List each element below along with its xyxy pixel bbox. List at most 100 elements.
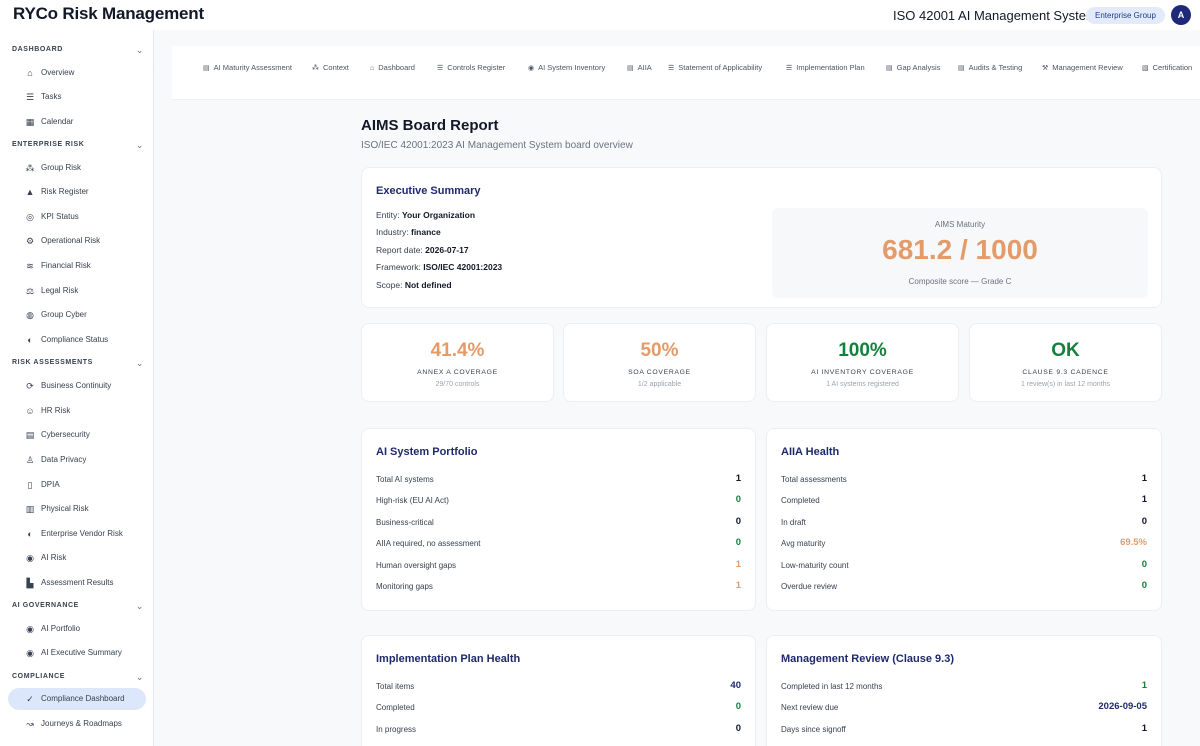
sidebar-item-legal-risk[interactable]: ⚖ Legal Risk <box>25 286 79 296</box>
sidebar-section-risk-assessments[interactable]: RISK ASSESSMENTS ⌄ <box>12 358 144 368</box>
review-row: Next review due 2026-09-05 <box>781 701 1147 712</box>
sidebar-section-compliance[interactable]: COMPLIANCE ⌄ <box>12 672 144 682</box>
sidebar-item-journeys-roadmaps[interactable]: ↝ Journeys & Roadmaps <box>8 713 146 735</box>
sidebar-section-ai-governance[interactable]: AI GOVERNANCE ⌄ <box>12 601 144 611</box>
module-tab-bar: ▤ AI Maturity Assessment ⁂ Context ⌂ Dashbo… <box>172 46 1200 100</box>
kpi-label: ANNEX A COVERAGE <box>417 369 498 376</box>
network-icon: ⁂ <box>25 163 35 173</box>
portfolio-row: High-risk (EU AI Act) 0 <box>376 494 741 505</box>
tab-context[interactable]: ⁂ Context <box>312 63 349 72</box>
home-icon: ⌂ <box>370 65 375 72</box>
tab-statement-of-applicability[interactable]: ☰ Statement of Applicability <box>668 63 763 72</box>
sidebar-item-risk-register[interactable]: ▲ Risk Register <box>25 187 89 197</box>
management-review-card: Management Review (Clause 9.3) Completed… <box>766 635 1162 746</box>
org-selector-badge[interactable]: Enterprise Group <box>1086 7 1165 24</box>
document-icon: ▯ <box>27 480 33 490</box>
chevron-down-icon: ⌄ <box>135 45 144 55</box>
system-title: ISO 42001 AI Management System <box>893 8 1097 23</box>
sidebar-item-financial-risk[interactable]: ≋ Financial Risk <box>8 255 146 277</box>
exec-framework: Framework: ISO/IEC 42001:2023 <box>376 262 503 272</box>
kpi-ai-inventory-coverage: 100% AI INVENTORY COVERAGE 1 AI systems … <box>766 323 959 402</box>
sidebar-item-tasks[interactable]: ☰ Tasks <box>25 92 62 102</box>
portfolio-row: Human oversight gaps 1 <box>376 559 741 570</box>
maturity-label: AIMS Maturity <box>934 220 986 229</box>
chart-icon: ▙ <box>26 578 34 588</box>
sidebar-item-enterprise-vendor-risk[interactable]: ◐ Enterprise Vendor Risk <box>8 523 146 545</box>
avatar[interactable]: A <box>1171 5 1191 25</box>
sidebar-item-kpi-status[interactable]: ◎ KPI Status <box>8 206 146 228</box>
kpi-sub: 1 AI systems registered <box>826 381 899 388</box>
card-title: AIIA Health <box>781 446 840 458</box>
exec-entity: Entity: Your Organization <box>376 210 476 220</box>
implementation-plan-health-card: Implementation Plan Health Total items 40… <box>361 635 756 746</box>
exec-scope: Scope: Not defined <box>376 280 452 290</box>
sidebar-item-ai-portfolio[interactable]: ◉ AI Portfolio <box>8 618 146 640</box>
sidebar-item-physical-risk[interactable]: ▥ Physical Risk <box>25 504 89 514</box>
people-icon: ☺ <box>25 406 35 416</box>
sidebar-item-overview[interactable]: ⌂ Overview <box>8 62 146 84</box>
sidebar: ‹ DASHBOARD⌄ ⌂Overview ☰Tasks ▦Calendar … <box>0 30 154 746</box>
sidebar-item-data-privacy[interactable]: ♙ Data Privacy <box>25 455 87 465</box>
warning-icon: ▲ <box>25 187 35 197</box>
kpi-value: OK <box>1051 340 1080 361</box>
sidebar-item-compliance-dashboard[interactable]: ✓ Compliance Dashboard <box>8 688 146 710</box>
tab-controls-register[interactable]: ☰ Controls Register <box>437 63 506 72</box>
review-row: Days since signoff 1 <box>781 723 1147 734</box>
coins-icon: ≋ <box>26 261 34 271</box>
sidebar-item-dpia[interactable]: ▯ DPIA <box>8 474 146 496</box>
sidebar-section-dashboard[interactable]: DASHBOARD ⌄ <box>12 45 144 55</box>
portfolio-icon: ◉ <box>26 624 34 634</box>
certificate-icon: ▧ <box>1142 65 1149 72</box>
tab-ai-maturity-assessment[interactable]: ▤ AI Maturity Assessment <box>203 63 292 72</box>
tab-audits-testing[interactable]: ▤ Audits & Testing <box>958 63 1023 72</box>
clipboard-icon: ▤ <box>886 65 893 72</box>
gavel-icon: ⚒ <box>1042 65 1049 72</box>
chevron-down-icon: ⌄ <box>135 672 144 682</box>
sidebar-item-cybersecurity[interactable]: ▤ Cybersecurity <box>25 430 90 440</box>
aiia-row: Total assessments 1 <box>781 473 1147 484</box>
sidebar-item-assessment-results[interactable]: ▙ Assessment Results <box>8 572 146 594</box>
tab-gap-analysis[interactable]: ▤ Gap Analysis <box>886 63 941 72</box>
kpi-sub: 1 review(s) in last 12 months <box>1020 381 1111 388</box>
sidebar-item-group-risk[interactable]: ⁂ Group Risk <box>25 163 82 173</box>
tab-dashboard[interactable]: ⌂ Dashboard <box>370 63 415 72</box>
aiia-row: Completed 1 <box>781 494 1147 505</box>
clipboard-icon: ▤ <box>627 65 634 72</box>
app-brand[interactable]: RYCo Risk Management <box>13 4 204 23</box>
sidebar-item-operational-risk[interactable]: ⚙ Operational Risk <box>25 236 101 246</box>
page-subtitle: ISO/IEC 42001:2023 AI Management System … <box>361 140 633 151</box>
sidebar-item-group-cyber[interactable]: ◍ Group Cyber <box>8 304 146 326</box>
aiia-health-card: AIIA Health Total assessments 1 Completed… <box>766 428 1162 611</box>
shield-icon: ◐ <box>27 529 33 539</box>
sidebar-item-calendar[interactable]: ▦ Calendar <box>25 117 74 127</box>
tab-ai-system-inventory[interactable]: ◉ AI System Inventory <box>528 63 606 72</box>
sidebar-section-enterprise-risk[interactable]: ENTERPRISE RISK ⌄ <box>12 140 144 150</box>
tab-implementation-plan[interactable]: ☰ Implementation Plan <box>786 63 865 72</box>
portfolio-row: AIIA required, no assessment 0 <box>376 537 741 548</box>
continuity-icon: ⟳ <box>26 381 34 391</box>
maturity-grade: Composite score — Grade C <box>908 277 1012 286</box>
exec-industry: Industry: finance <box>376 227 441 237</box>
sidebar-item-ai-executive-summary[interactable]: ◉ AI Executive Summary <box>8 642 146 664</box>
tab-certification[interactable]: ▧ Certification <box>1142 63 1193 72</box>
sidebar-item-ai-risk[interactable]: ◉ AI Risk <box>8 547 146 569</box>
target-icon: ◎ <box>26 212 34 222</box>
portfolio-row: Monitoring gaps 1 <box>376 580 741 591</box>
kpi-annex-a-coverage: 41.4% ANNEX A COVERAGE 29/70 controls <box>361 323 554 402</box>
kpi-clause-93-cadence: OK CLAUSE 9.3 CADENCE 1 review(s) in las… <box>969 323 1162 402</box>
sidebar-item-business-continuity[interactable]: ⟳ Business Continuity <box>8 375 146 397</box>
tab-aiia[interactable]: ▤ AIIA <box>627 63 652 72</box>
kpi-label: CLAUSE 9.3 CADENCE <box>1022 369 1109 376</box>
building-icon: ▥ <box>25 504 35 514</box>
scales-icon: ⚖ <box>25 286 35 296</box>
tab-management-review[interactable]: ⚒ Management Review <box>1042 63 1123 72</box>
implementation-row: In progress 0 <box>376 723 741 734</box>
globe-icon: ◍ <box>26 310 34 320</box>
review-row: Completed in last 12 months 1 <box>781 680 1147 691</box>
shield-icon: ◐ <box>27 335 33 345</box>
main-content: ▤ AI Maturity Assessment ⁂ Context ⌂ Dashbo… <box>155 30 1200 746</box>
sidebar-collapse-icon[interactable]: ‹ <box>148 58 154 70</box>
executive-summary-card: Executive Summary Entity: Your Organizat… <box>361 167 1162 308</box>
sidebar-item-compliance-status[interactable]: ◐ Compliance Status <box>8 329 146 351</box>
sidebar-item-hr-risk[interactable]: ☺ HR Risk <box>25 406 71 416</box>
